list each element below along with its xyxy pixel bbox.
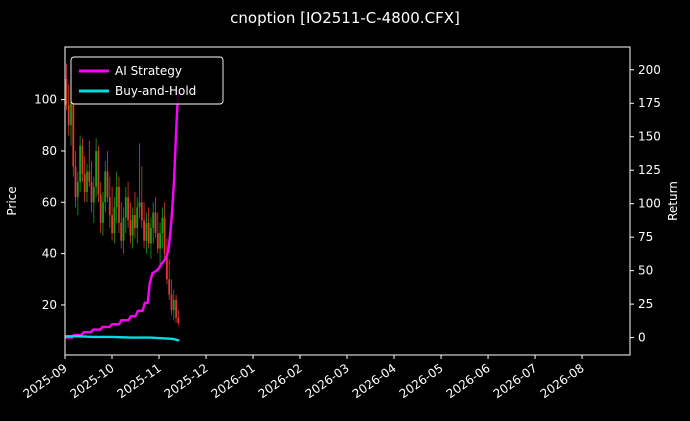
price-tick-label: 60	[42, 195, 57, 209]
price-tick-label: 80	[42, 144, 57, 158]
buy-and-hold-line	[65, 335, 180, 342]
return-axis-label: Return	[666, 181, 680, 221]
return-tick-label: 50	[638, 264, 653, 278]
price-axis: 20 40 60 80 100	[34, 93, 65, 312]
legend-label: Buy-and-Hold	[115, 84, 196, 98]
price-tick-label: 20	[42, 298, 57, 312]
return-tick-label: 100	[638, 197, 661, 211]
return-tick-label: 125	[638, 163, 661, 177]
return-tick-label: 0	[638, 331, 646, 345]
price-axis-label: Price	[5, 186, 19, 215]
price-tick-label: 40	[42, 247, 57, 261]
candlestick-series	[65, 63, 180, 326]
return-tick-label: 150	[638, 130, 661, 144]
legend: AI Strategy Buy-and-Hold	[70, 56, 224, 105]
ai-strategy-line	[65, 92, 180, 339]
chart-title: cnoption [IO2511-C-4800.CFX]	[230, 9, 460, 27]
return-tick-label: 175	[638, 96, 661, 110]
price-tick-label: 100	[34, 93, 57, 107]
return-axis: 0 25 50 75 100 125 150 175 200	[630, 63, 661, 345]
return-tick-label: 75	[638, 230, 653, 244]
legend-label: AI Strategy	[115, 64, 182, 78]
return-tick-label: 25	[638, 297, 653, 311]
return-tick-label: 200	[638, 63, 661, 77]
